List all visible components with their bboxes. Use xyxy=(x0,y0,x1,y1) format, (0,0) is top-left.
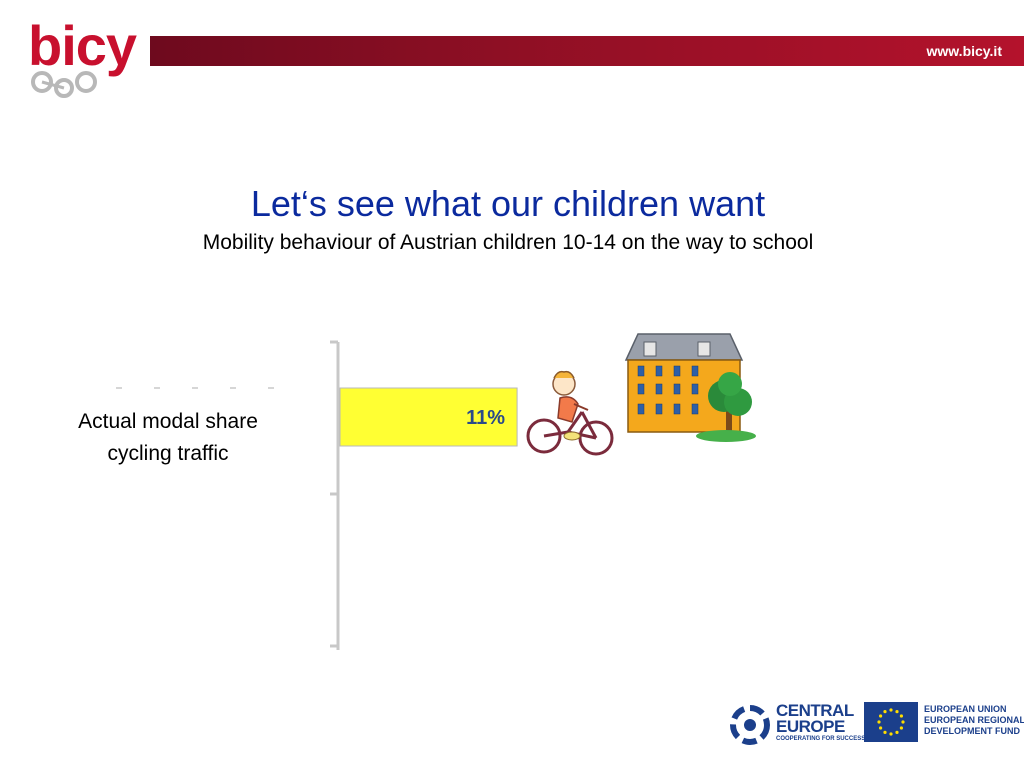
eu-fund-logo: EUROPEAN UNION EUROPEAN REGIONAL DEVELOP… xyxy=(864,702,1024,744)
bicy-logo: bicy xyxy=(24,18,154,103)
central-europe-emblem-icon xyxy=(730,705,770,745)
school-building-icon xyxy=(624,333,756,442)
child-on-bicycle-icon xyxy=(526,370,614,456)
category-label: Actual modal share cycling traffic xyxy=(40,406,296,470)
central-europe-logo: CENTRAL EUROPE COOPERATING FOR SUCCESS. xyxy=(728,701,867,747)
central-europe-tagline: COOPERATING FOR SUCCESS. xyxy=(776,736,867,742)
logo-wheels-icon xyxy=(31,71,97,98)
modal-share-chart: 11% xyxy=(116,340,518,650)
website-link[interactable]: www.bicy.it xyxy=(926,43,1002,59)
eu-flag-icon xyxy=(864,702,918,742)
eu-line2: EUROPEAN REGIONAL xyxy=(924,715,1024,725)
central-europe-line1: CENTRAL xyxy=(776,701,854,720)
tree-icon xyxy=(696,372,756,442)
slide-title: Let‘s see what our children want xyxy=(250,183,766,224)
category-label-line-1: Actual modal share xyxy=(78,410,258,433)
bar-label-0: 11% xyxy=(466,407,505,429)
header-bar: www.bicy.it xyxy=(150,36,1024,66)
logo-wordmark: bicy xyxy=(28,14,137,77)
slide-subtitle: Mobility behaviour of Austrian children … xyxy=(202,231,814,254)
bar-0 xyxy=(339,387,518,447)
eu-text: EUROPEAN UNION EUROPEAN REGIONAL DEVELOP… xyxy=(924,704,1024,737)
category-label-line-2: cycling traffic xyxy=(107,442,229,465)
central-europe-line2: EUROPE xyxy=(776,717,845,736)
eu-line3: DEVELOPMENT FUND xyxy=(924,726,1021,736)
eu-line1: EUROPEAN UNION xyxy=(924,704,1007,714)
